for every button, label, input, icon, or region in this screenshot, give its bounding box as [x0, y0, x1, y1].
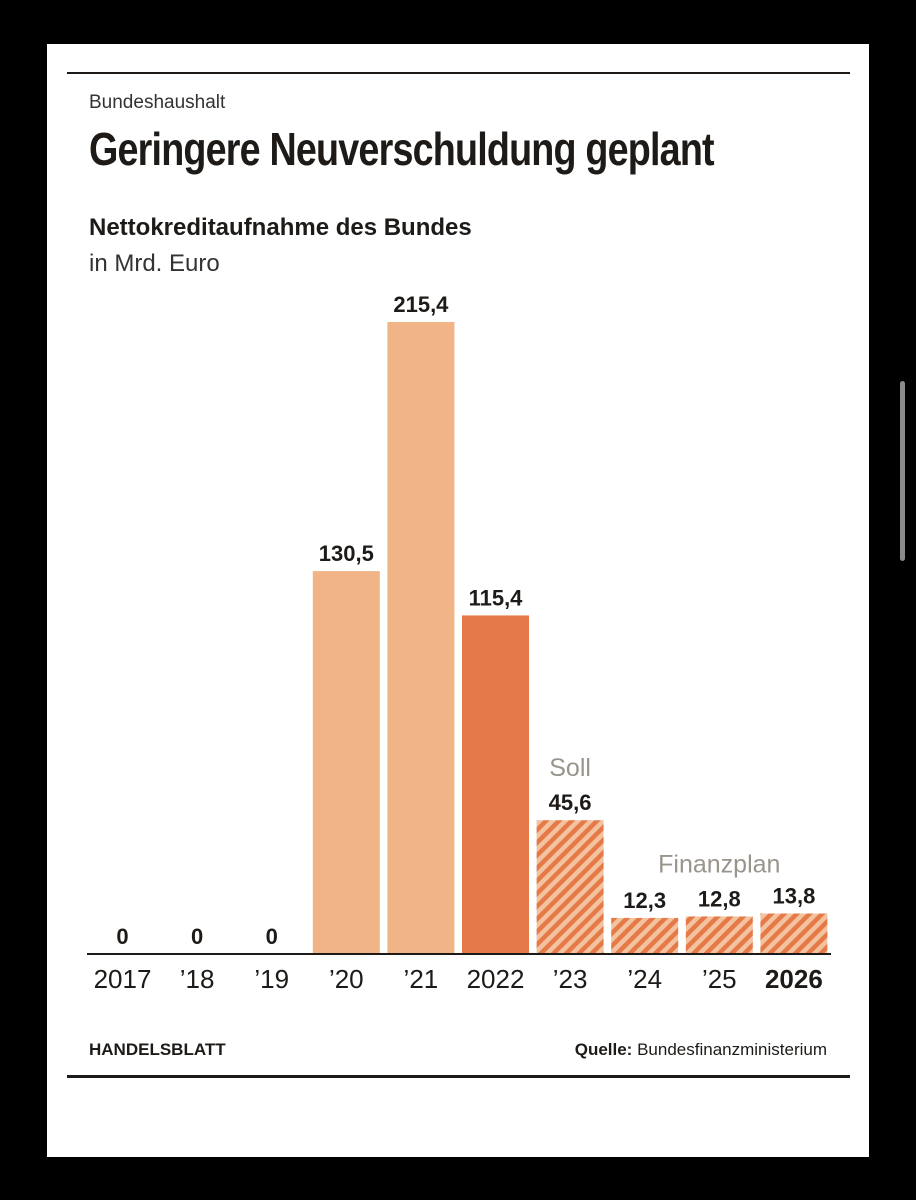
x-tick-label-9: 2026: [765, 964, 823, 994]
bottom-rule: [67, 1075, 850, 1078]
x-tick-label-5: 2022: [467, 964, 525, 994]
value-label-7: 12,3: [623, 888, 666, 913]
bar-6: [536, 820, 604, 954]
bar-8: [685, 916, 753, 954]
scrollbar-thumb[interactable]: [900, 381, 905, 561]
annotation-1: Finanzplan: [658, 850, 780, 878]
chart-headline: Geringere Neuverschuldung geplant: [89, 123, 715, 175]
bar-5: [462, 615, 529, 954]
value-label-6: 45,6: [549, 790, 592, 815]
brand-logo-text: HANDELSBLATT: [89, 1040, 226, 1059]
bar-7: [611, 917, 679, 954]
x-tick-label-0: 2017: [94, 964, 152, 994]
value-label-4: 215,4: [393, 292, 449, 317]
value-label-2: 0: [266, 924, 278, 949]
chart-kicker: Bundeshaushalt: [89, 92, 226, 113]
value-label-0: 0: [116, 924, 128, 949]
bar-chart: 0 2017 0 ’18 0 ’19 130,5 ’20 215,4 ’21 115,4 2022 45…: [87, 292, 831, 994]
source-value: Bundesfinanzministerium: [637, 1040, 827, 1059]
source-label: Quelle:: [574, 1040, 633, 1059]
x-tick-label-8: ’25: [702, 964, 737, 994]
bar-4: [387, 322, 455, 954]
bar-9: [760, 913, 828, 954]
value-label-3: 130,5: [319, 541, 374, 566]
chart-unit: in Mrd. Euro: [89, 250, 220, 277]
value-label-1: 0: [191, 924, 203, 949]
annotation-0: Soll: [549, 754, 591, 782]
value-label-9: 13,8: [772, 884, 815, 909]
source-note: Quelle: Bundesfinanzministerium: [575, 1040, 827, 1060]
x-tick-label-7: ’24: [627, 964, 662, 994]
x-tick-label-4: ’21: [404, 964, 439, 994]
value-label-5: 115,4: [469, 585, 524, 610]
chart-title: Nettokreditaufnahme des Bundes: [89, 214, 472, 241]
x-tick-label-1: ’18: [180, 964, 215, 994]
x-tick-label-2: ’19: [254, 964, 289, 994]
x-tick-label-3: ’20: [329, 964, 364, 994]
chart-card: Bundeshaushalt Geringere Neuverschuldung…: [47, 44, 869, 1157]
bar-3: [312, 571, 380, 954]
x-tick-label-6: ’23: [553, 964, 588, 994]
top-rule: [67, 72, 850, 74]
value-label-8: 12,8: [698, 886, 741, 911]
